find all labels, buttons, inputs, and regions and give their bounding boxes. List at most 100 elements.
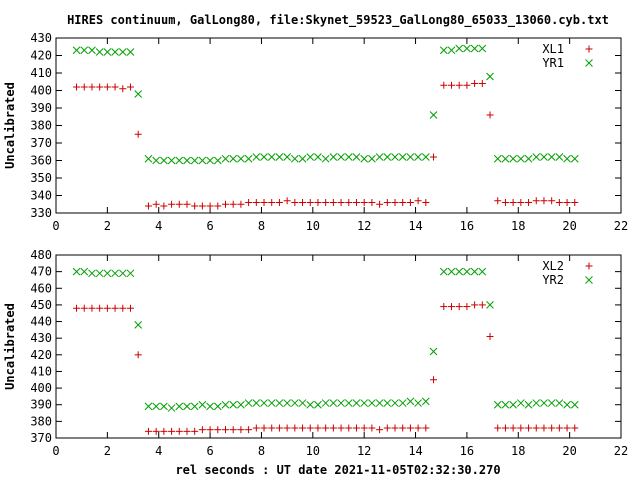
data-point-yr1 — [103, 48, 112, 56]
data-point-xl2 — [237, 426, 245, 434]
data-point-xl1 — [494, 197, 502, 205]
x-tick-label: 4 — [155, 219, 162, 233]
x-tick-label: 4 — [155, 444, 162, 458]
data-point-yr1 — [298, 154, 307, 163]
data-point-xl1 — [571, 199, 579, 206]
plot-frame — [55, 254, 622, 439]
data-point-yr2 — [429, 347, 438, 356]
data-point-xl1 — [206, 202, 214, 210]
data-point-xl2 — [548, 424, 556, 432]
data-point-yr1 — [391, 153, 399, 161]
data-point-xl1 — [329, 199, 337, 206]
data-point-yr2 — [555, 399, 564, 407]
data-point-xl2 — [134, 351, 142, 359]
data-point-yr1 — [470, 44, 479, 53]
x-tick-label: 10 — [306, 444, 320, 458]
data-point-xl2 — [391, 424, 399, 432]
y-axis-label: Uncalibrated — [3, 303, 17, 390]
data-point-yr1 — [547, 153, 556, 161]
data-point-xl1 — [471, 80, 479, 87]
data-point-yr2 — [547, 399, 556, 407]
data-point-yr1 — [206, 156, 214, 165]
legend-marker-xl2 — [585, 262, 593, 270]
data-point-xl1 — [198, 202, 206, 210]
data-point-yr1 — [509, 154, 517, 163]
data-point-yr2 — [206, 402, 214, 411]
data-point-yr2 — [463, 267, 471, 276]
data-point-xl1 — [103, 83, 111, 91]
data-point-xl2 — [440, 303, 448, 311]
data-point-xl2 — [152, 427, 160, 435]
y-tick-label: 380 — [30, 119, 52, 133]
data-point-xl2 — [322, 424, 330, 432]
data-point-yr2 — [337, 399, 345, 407]
data-point-yr2 — [329, 399, 338, 407]
y-tick-label: 480 — [30, 248, 52, 262]
data-point-yr1 — [275, 153, 284, 161]
data-point-yr1 — [290, 154, 299, 163]
x-tick-label: 6 — [206, 219, 213, 233]
data-point-yr2 — [260, 399, 268, 407]
data-point-xl2 — [103, 304, 111, 312]
data-point-xl1 — [448, 81, 455, 89]
data-point-xl1 — [463, 81, 471, 89]
data-point-yr2 — [198, 400, 207, 409]
data-point-xl2 — [540, 424, 548, 432]
data-point-yr2 — [152, 402, 161, 411]
data-point-xl1 — [168, 200, 176, 208]
data-point-yr1 — [160, 156, 168, 165]
data-point-xl2 — [175, 427, 183, 435]
y-tick-label: 420 — [30, 348, 52, 362]
data-point-xl1 — [430, 153, 438, 161]
data-point-yr1 — [360, 154, 369, 163]
y-tick-label: 390 — [30, 398, 52, 412]
x-tick-label: 0 — [52, 444, 59, 458]
top-panel: 0 2 4 6 8 10 12 14 16 18 20 22 330 340 350 360 370 380 390… — [3, 31, 628, 233]
data-point-xl2 — [376, 426, 384, 434]
x-tick-label: 20 — [562, 219, 576, 233]
data-point-xl1 — [252, 199, 260, 206]
legend-marker-yr1 — [585, 59, 593, 67]
data-point-yr1 — [344, 153, 353, 161]
data-point-yr1 — [237, 154, 245, 163]
data-point-xl2 — [275, 424, 283, 432]
data-point-yr2 — [221, 400, 230, 409]
data-point-yr2 — [532, 399, 541, 407]
data-point-yr1 — [80, 46, 89, 55]
data-point-yr2 — [509, 400, 517, 409]
y-tick-label: 390 — [30, 101, 52, 115]
data-point-yr2 — [290, 399, 299, 407]
chart-title: HIRES continuum, GalLong80, file:Skynet_… — [67, 13, 609, 28]
data-point-xl1 — [237, 200, 245, 208]
y-tick-label: 400 — [30, 84, 52, 98]
data-point-yr1 — [134, 90, 143, 98]
data-point-xl1 — [214, 202, 222, 210]
data-point-yr2 — [229, 400, 238, 409]
data-point-xl2 — [501, 424, 509, 432]
data-point-xl1 — [126, 83, 134, 91]
data-point-xl2 — [283, 424, 291, 432]
x-tick-label: 22 — [614, 219, 628, 233]
data-point-yr2 — [570, 400, 579, 409]
data-point-yr1 — [118, 48, 127, 56]
legend-marker-yr2 — [585, 276, 593, 284]
data-point-yr2 — [160, 402, 168, 411]
data-point-xl1 — [111, 83, 119, 91]
data-point-xl1 — [455, 81, 463, 89]
data-point-xl1 — [540, 197, 548, 205]
y-tick-label: 410 — [30, 364, 52, 378]
data-point-yr1 — [72, 46, 81, 55]
data-point-xl2 — [414, 424, 422, 432]
data-point-xl2 — [252, 424, 260, 432]
data-point-yr2 — [398, 399, 407, 407]
data-point-xl1 — [183, 200, 191, 208]
data-point-xl2 — [563, 424, 571, 432]
data-point-xl2 — [191, 427, 199, 435]
data-point-xl2 — [422, 424, 430, 432]
data-point-yr1 — [478, 44, 487, 53]
data-point-yr1 — [152, 156, 161, 165]
data-point-yr1 — [144, 154, 153, 163]
data-point-xl2 — [383, 424, 391, 432]
data-point-xl1 — [144, 202, 152, 210]
data-point-xl1 — [337, 199, 345, 206]
